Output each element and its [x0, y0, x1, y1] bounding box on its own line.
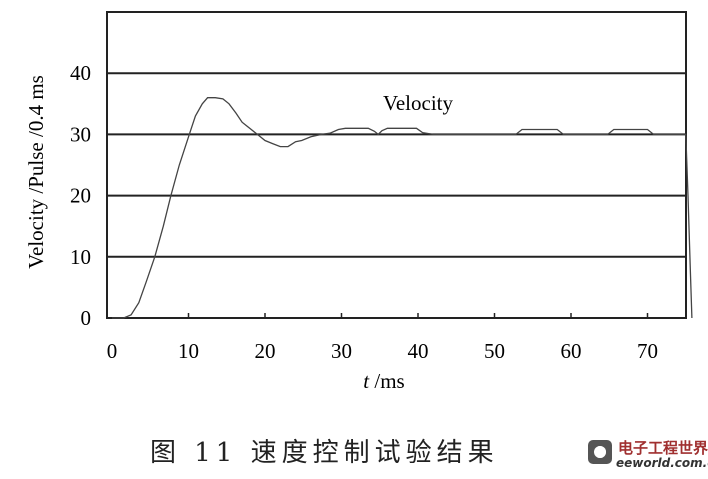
x-tick-label: 70	[637, 339, 658, 363]
x-tick-label: 0	[107, 339, 118, 363]
x-axis-label: t /ms	[363, 369, 404, 393]
y-tick-label: 30	[70, 122, 91, 146]
x-tick-label: 50	[484, 339, 505, 363]
x-tick-label: 20	[255, 339, 276, 363]
x-tick-label: 60	[561, 339, 582, 363]
y-tick-label: 40	[70, 61, 91, 85]
x-tick-label: 10	[178, 339, 199, 363]
y-tick-label: 0	[81, 306, 92, 330]
y-axis-label: Velocity /Pulse /0.4 ms	[24, 75, 48, 269]
plot-frame	[106, 11, 687, 319]
logo-icon	[588, 440, 612, 464]
logo-en-text: eeworld.com.cn	[616, 456, 708, 470]
y-tick-label: 20	[70, 184, 91, 208]
eeworld-logo: 电子工程世界 eeworld.com.cn	[586, 436, 708, 479]
series-annotation: Velocity	[383, 91, 453, 115]
figure-caption: 图 11 速度控制试验结果	[150, 438, 499, 468]
x-tick-label: 40	[408, 339, 429, 363]
x-tick-label: 30	[331, 339, 352, 363]
velocity-line	[112, 97, 693, 319]
logo-cn-text: 电子工程世界	[618, 439, 708, 457]
y-tick-label: 10	[70, 245, 91, 269]
